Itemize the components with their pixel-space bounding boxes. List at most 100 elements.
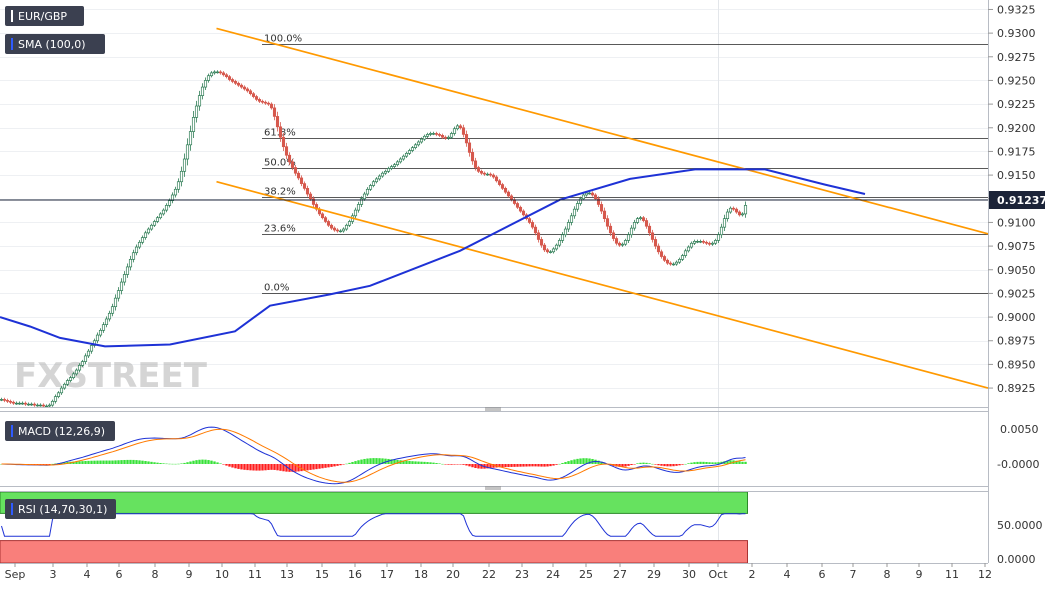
candle-body bbox=[620, 243, 625, 246]
rsi-label: RSI (14,70,30,1) bbox=[18, 503, 107, 516]
macd-histogram-bar bbox=[333, 464, 336, 467]
macd-histogram-bar bbox=[465, 464, 468, 466]
candle-body bbox=[668, 262, 673, 265]
macd-histogram-bar bbox=[504, 464, 507, 468]
candle-body bbox=[155, 217, 160, 222]
candle-body bbox=[371, 181, 376, 186]
time-tick-label: Oct bbox=[708, 568, 728, 581]
macd-histogram-bar bbox=[216, 462, 219, 464]
macd-histogram-bar bbox=[363, 458, 366, 464]
candle-body bbox=[713, 240, 718, 244]
price-tick-label: 0.9150 bbox=[997, 169, 1036, 182]
rsi-badge[interactable]: RSI (14,70,30,1) bbox=[5, 499, 116, 519]
macd-histogram-bar bbox=[165, 463, 168, 465]
candle-body bbox=[203, 80, 208, 88]
candle-body bbox=[389, 166, 394, 169]
candle-body bbox=[401, 155, 406, 160]
candle-body bbox=[179, 170, 184, 183]
time-tick-label: 13 bbox=[280, 568, 294, 581]
candle-body bbox=[77, 365, 82, 371]
macd-histogram-bar bbox=[99, 460, 102, 464]
candle-body bbox=[674, 261, 679, 265]
macd-histogram-bar bbox=[540, 464, 543, 467]
macd-histogram-bar bbox=[444, 464, 447, 465]
macd-histogram-bar bbox=[135, 460, 138, 464]
candle-body bbox=[59, 387, 64, 394]
macd-histogram-bar bbox=[159, 463, 162, 464]
macd-histogram-bar bbox=[294, 464, 297, 472]
candle-body bbox=[398, 158, 403, 163]
macd-histogram-bar bbox=[168, 463, 171, 465]
candle-body bbox=[353, 209, 358, 217]
macd-histogram-bar bbox=[687, 463, 690, 464]
candle-body bbox=[68, 377, 73, 381]
macd-histogram-bar bbox=[525, 464, 528, 467]
macd-histogram-bar bbox=[249, 464, 252, 471]
macd-histogram-bar bbox=[120, 460, 123, 464]
macd-histogram-bar bbox=[690, 462, 693, 464]
candle-body bbox=[461, 127, 466, 135]
symbol-badge[interactable]: EUR/GBP bbox=[5, 6, 84, 26]
candle-body bbox=[0, 399, 4, 401]
candle-body bbox=[116, 290, 121, 299]
macd-histogram-bar bbox=[411, 461, 414, 464]
macd-histogram-bar bbox=[213, 461, 216, 464]
macd-histogram-bar bbox=[318, 464, 321, 469]
candle-body bbox=[440, 135, 445, 138]
candle-body bbox=[410, 147, 415, 151]
macd-badge[interactable]: MACD (12,26,9) bbox=[5, 421, 115, 441]
candle-body bbox=[281, 136, 286, 148]
macd-histogram-bar bbox=[195, 460, 198, 464]
candle-body bbox=[638, 217, 643, 219]
macd-histogram-bar bbox=[711, 462, 714, 464]
candle-body bbox=[479, 170, 484, 174]
candle-body bbox=[53, 396, 58, 402]
candle-body bbox=[593, 194, 598, 200]
candle-body bbox=[653, 239, 658, 247]
fibonacci-levels: 100.0%61.8%50.0%38.2%23.6%0.0% bbox=[262, 34, 988, 294]
candle-body bbox=[368, 185, 373, 190]
fib-level-label: 23.6% bbox=[264, 224, 296, 235]
candle-body bbox=[560, 234, 565, 241]
candle-body bbox=[308, 193, 313, 200]
candle-body bbox=[710, 242, 715, 245]
candle-body bbox=[44, 405, 49, 408]
macd-histogram-bar bbox=[186, 462, 189, 464]
price-tick-label: 0.9025 bbox=[997, 287, 1036, 300]
candle-body bbox=[566, 222, 571, 230]
candle-body bbox=[704, 241, 709, 244]
macd-histogram-bar bbox=[282, 464, 285, 472]
price-panel[interactable] bbox=[0, 0, 988, 407]
macd-histogram-bar bbox=[309, 464, 312, 470]
sma-badge[interactable]: SMA (100,0) bbox=[5, 34, 105, 54]
candle-body bbox=[122, 274, 127, 283]
svg-text:0.91237: 0.91237 bbox=[997, 194, 1047, 207]
resize-handle-macd[interactable] bbox=[485, 407, 501, 411]
macd-panel[interactable] bbox=[0, 412, 988, 486]
candle-body bbox=[221, 72, 226, 76]
candle-body bbox=[413, 144, 418, 149]
macd-histogram-bar bbox=[192, 460, 195, 464]
resize-handle-rsi[interactable] bbox=[485, 486, 501, 490]
candle-body bbox=[455, 125, 460, 130]
macd-histogram-bar bbox=[105, 460, 108, 464]
macd-histogram-bar bbox=[258, 464, 261, 471]
macd-histogram-bar bbox=[456, 464, 459, 465]
candle-body bbox=[563, 228, 568, 236]
candle-body bbox=[362, 193, 367, 200]
candle-body bbox=[125, 266, 130, 275]
macd-histogram-bar bbox=[507, 464, 510, 468]
candle-body bbox=[287, 154, 292, 163]
macd-histogram-bar bbox=[114, 460, 117, 464]
candle-body bbox=[149, 224, 154, 230]
sma-line bbox=[0, 168, 866, 348]
candle-body bbox=[395, 161, 400, 166]
candle-body bbox=[11, 401, 16, 404]
candle-body bbox=[113, 297, 118, 308]
macd-histogram-bar bbox=[426, 462, 429, 464]
macd-histogram-bar bbox=[528, 464, 531, 467]
candle-body bbox=[539, 239, 544, 246]
candle-body bbox=[602, 210, 607, 219]
candle-body bbox=[356, 204, 361, 211]
macd-histogram-bar bbox=[630, 464, 633, 466]
